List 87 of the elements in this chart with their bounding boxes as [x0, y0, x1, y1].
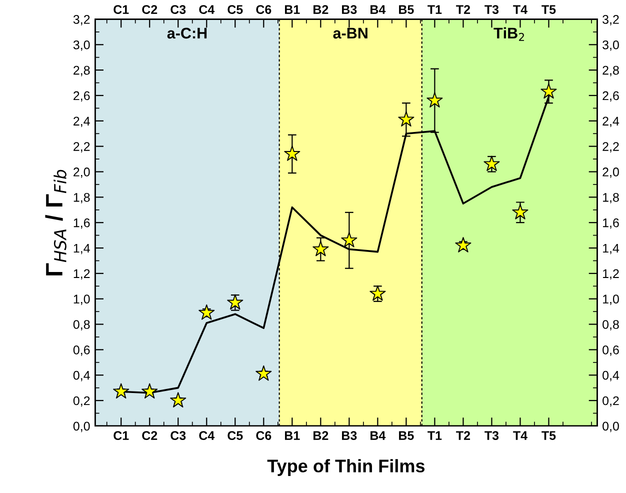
point: [198, 304, 215, 320]
y2-tick-label: 0,6: [602, 345, 619, 356]
y-tick-label: 3,0: [73, 40, 90, 51]
text: T1: [428, 5, 442, 14]
y2-tick-label: 0,2: [602, 396, 619, 407]
y2-tick-label: 2,6: [602, 91, 619, 102]
y2-tick-label: 3,2: [602, 15, 619, 26]
x-tick-label: B2: [314, 431, 328, 440]
y2-tick-label: 1,8: [603, 192, 619, 204]
point: [142, 383, 158, 399]
text: B5: [399, 5, 414, 14]
category-label: B3: [342, 5, 357, 14]
point: [484, 156, 500, 172]
y-tick-label: 0,0: [73, 422, 90, 432]
category-label: C5: [228, 5, 243, 14]
y2-tick-label: 2,8: [602, 66, 619, 76]
category-label: T3: [484, 5, 499, 14]
y-tick-label: 0,8: [73, 320, 90, 330]
y-tick-label: 0,2: [73, 396, 90, 407]
y-tick-label: 1,6: [74, 218, 90, 229]
y2-tick-label: 2,2: [602, 142, 619, 152]
y2-tick-label: 1,6: [603, 218, 619, 229]
point: [113, 383, 130, 399]
y-tick-label: 1,8: [74, 192, 90, 204]
y-tick-label: 2,4: [74, 116, 90, 128]
y2-tick-label: 0,8: [602, 320, 619, 330]
band-label: TiB$_{2}$: [494, 27, 524, 41]
y-tick-label: 1,4: [74, 244, 90, 254]
y-tick-label: 2,0: [74, 168, 90, 178]
y2-tick-label: 0,0: [602, 422, 619, 432]
x-tick-label: C5: [228, 431, 243, 440]
x-tick-label: T4: [513, 431, 528, 440]
y-tick-label: 2,8: [74, 66, 90, 76]
y-tick-label: 0,6: [73, 345, 90, 356]
point: [256, 365, 272, 381]
x-axis-title: Type of Thin Films: [267, 459, 425, 476]
point: [370, 285, 386, 301]
y2-tick-label: 2,4: [602, 116, 620, 128]
y2-tick-label: 2,0: [602, 168, 619, 178]
y2-tick-label: 0,4: [602, 370, 620, 382]
band-label: a-C:H: [167, 28, 207, 39]
point: [540, 83, 557, 99]
x-tick-label: B5: [399, 431, 414, 440]
point: [398, 111, 414, 127]
y-tick-label: 2,6: [74, 91, 90, 102]
category-label: C3: [170, 5, 186, 14]
y-tick-label: 0,4: [73, 370, 90, 382]
x-tick-label: C6: [256, 431, 272, 440]
point: [512, 204, 528, 220]
category-label: C2: [142, 5, 158, 14]
point: [455, 237, 472, 252]
y-axis-title: Γ$_{HSA}$ / Γ$_{Fib}$: [45, 170, 66, 276]
y-tick-label: 3,2: [73, 15, 90, 26]
text: B1: [285, 5, 300, 14]
band-label: a-BN: [333, 28, 368, 39]
point: [426, 92, 443, 108]
category-label: T4: [513, 5, 528, 14]
x-tick-label: C3: [170, 431, 186, 440]
y-tick-label: 1,0: [74, 294, 90, 305]
y2-tick-label: 1,0: [603, 294, 619, 305]
x-tick-label: T5: [542, 431, 556, 440]
x-tick-label: B3: [342, 431, 357, 440]
x-tick-label: T2: [456, 431, 470, 440]
point: [227, 294, 244, 310]
category-label: T2: [456, 5, 470, 14]
point: [312, 240, 329, 256]
x-tick-label: C1: [114, 431, 129, 440]
point: [341, 232, 358, 248]
x-tick-label: B4: [370, 431, 386, 440]
y2-tick-label: 3,0: [602, 40, 619, 51]
category-label: B2: [314, 5, 328, 14]
y-tick-label: 2,2: [74, 142, 90, 152]
y2-tick-label: 1,4: [603, 244, 620, 254]
point: [284, 146, 300, 161]
x-tick-label: C2: [142, 431, 158, 440]
y-tick-label: 1,2: [74, 269, 90, 280]
x-tick-label: B1: [285, 431, 300, 440]
x-tick-label: C4: [199, 431, 215, 440]
category-label: B4: [370, 5, 386, 14]
point: [170, 392, 186, 408]
category-label: C4: [199, 5, 215, 14]
text: C1: [114, 5, 129, 14]
x-tick-label: T3: [484, 431, 499, 440]
y2-tick-label: 1,2: [603, 269, 619, 280]
text: C6: [256, 5, 272, 14]
text: T5: [542, 5, 556, 14]
x-tick-label: T1: [428, 431, 442, 440]
